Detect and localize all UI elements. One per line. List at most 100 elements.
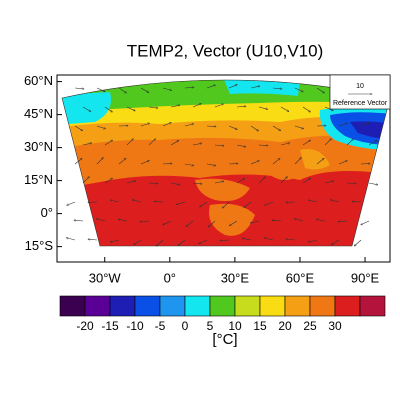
wind-arrow	[250, 220, 260, 223]
colorbar-box	[309, 295, 336, 317]
colorbar-box	[134, 295, 161, 317]
wind-arrow	[192, 104, 201, 108]
wind-arrow	[236, 178, 245, 184]
wind-arrow	[280, 106, 289, 112]
wind-arrow	[258, 177, 266, 184]
wind-arrow	[148, 107, 158, 108]
colorbar-box	[84, 295, 111, 317]
wind-arrow	[294, 87, 303, 92]
wind-arrow	[250, 125, 259, 131]
colorbar-box	[234, 295, 261, 317]
wind-arrow	[110, 200, 120, 203]
wind-arrow	[163, 220, 172, 225]
lat-tick-label: 60°N	[24, 73, 53, 88]
wind-arrow	[184, 87, 194, 88]
wind-arrow	[74, 220, 84, 221]
wind-arrow	[74, 88, 84, 89]
colorbar-label: -5	[155, 319, 166, 333]
wind-arrow	[324, 139, 331, 146]
wind-arrow	[264, 238, 274, 241]
wind-arrow	[214, 145, 224, 146]
wind-arrow	[242, 238, 252, 241]
colorbar-box	[59, 295, 86, 317]
wind-arrow	[250, 161, 259, 165]
wind-arrow	[316, 219, 326, 222]
lat-tick-label: 30°N	[24, 139, 53, 154]
wind-arrow	[258, 145, 268, 146]
reference-vector-value: 10	[356, 83, 364, 90]
wind-arrow	[354, 239, 362, 246]
wind-arrow	[228, 85, 237, 89]
wind-arrow	[104, 140, 113, 146]
wind-arrow	[140, 221, 150, 222]
colorbar-box	[259, 295, 286, 317]
colorbar-unit: [°C]	[212, 331, 237, 348]
colorbar-label: 5	[207, 319, 214, 333]
wind-arrow	[170, 105, 180, 108]
wind-arrow	[104, 178, 113, 184]
wind-arrow	[118, 219, 128, 222]
wind-arrow	[302, 178, 311, 184]
wind-arrow	[294, 219, 304, 222]
wind-arrow	[361, 220, 370, 225]
wind-arrow	[104, 106, 112, 112]
wind-arrow	[236, 106, 246, 107]
wind-arrow	[208, 220, 216, 227]
wind-arrow	[96, 158, 103, 165]
wind-arrow	[192, 143, 202, 146]
wind-arrow	[184, 163, 194, 166]
colorbar-box	[359, 295, 386, 317]
wind-arrow	[214, 181, 224, 184]
wind-arrow	[206, 126, 216, 127]
wind-arrow	[82, 106, 91, 111]
wind-arrow	[176, 201, 186, 204]
wind-arrow	[96, 125, 106, 129]
wind-arrow	[140, 123, 150, 127]
wind-arrow	[272, 158, 280, 165]
wind-arrow	[192, 183, 202, 184]
lat-tick-label: 15°S	[25, 238, 54, 253]
wind-arrow	[294, 158, 301, 165]
wind-arrow	[308, 200, 318, 203]
wind-arrow	[126, 139, 133, 146]
wind-arrow	[66, 238, 76, 241]
wind-arrow	[338, 123, 348, 127]
wind-arrow	[162, 87, 172, 90]
colorbar-box	[334, 295, 361, 317]
colorbar-box	[284, 295, 311, 317]
wind-arrow	[118, 158, 126, 165]
wind-arrow	[140, 161, 149, 165]
wind-arrow	[272, 220, 282, 221]
wind-arrow	[140, 87, 149, 93]
colorbar-label: -20	[76, 319, 94, 333]
wind-arrow	[236, 144, 246, 147]
wind-arrow	[88, 239, 98, 240]
lon-tick-label: 30°E	[221, 270, 250, 285]
wind-arrow	[302, 140, 311, 146]
wind-arrow	[206, 85, 215, 89]
lon-tick-label: 30°W	[89, 270, 122, 285]
wind-arrow	[214, 104, 223, 108]
lat-tick-label: 45°N	[24, 106, 53, 121]
wind-arrow	[308, 239, 318, 242]
colorbar-box	[109, 295, 136, 317]
colorbar-label: 30	[328, 319, 342, 333]
colorbar-label: 20	[278, 319, 292, 333]
wind-arrow	[331, 239, 340, 245]
wind-arrow	[280, 143, 290, 146]
wind-arrow	[148, 139, 156, 146]
wind-arrow	[272, 125, 281, 131]
wind-arrow	[133, 239, 142, 245]
wind-arrow	[132, 200, 142, 203]
wind-arrow	[82, 177, 89, 184]
wind-arrow	[316, 158, 324, 165]
wind-arrow	[302, 106, 310, 112]
wind-arrow	[170, 140, 179, 146]
wind-arrow	[220, 240, 230, 241]
wind-arrow	[346, 139, 354, 146]
wind-arrow	[206, 163, 216, 166]
wind-arrow	[200, 201, 208, 207]
colorbar-box	[209, 295, 236, 317]
wind-arrow	[280, 177, 287, 184]
